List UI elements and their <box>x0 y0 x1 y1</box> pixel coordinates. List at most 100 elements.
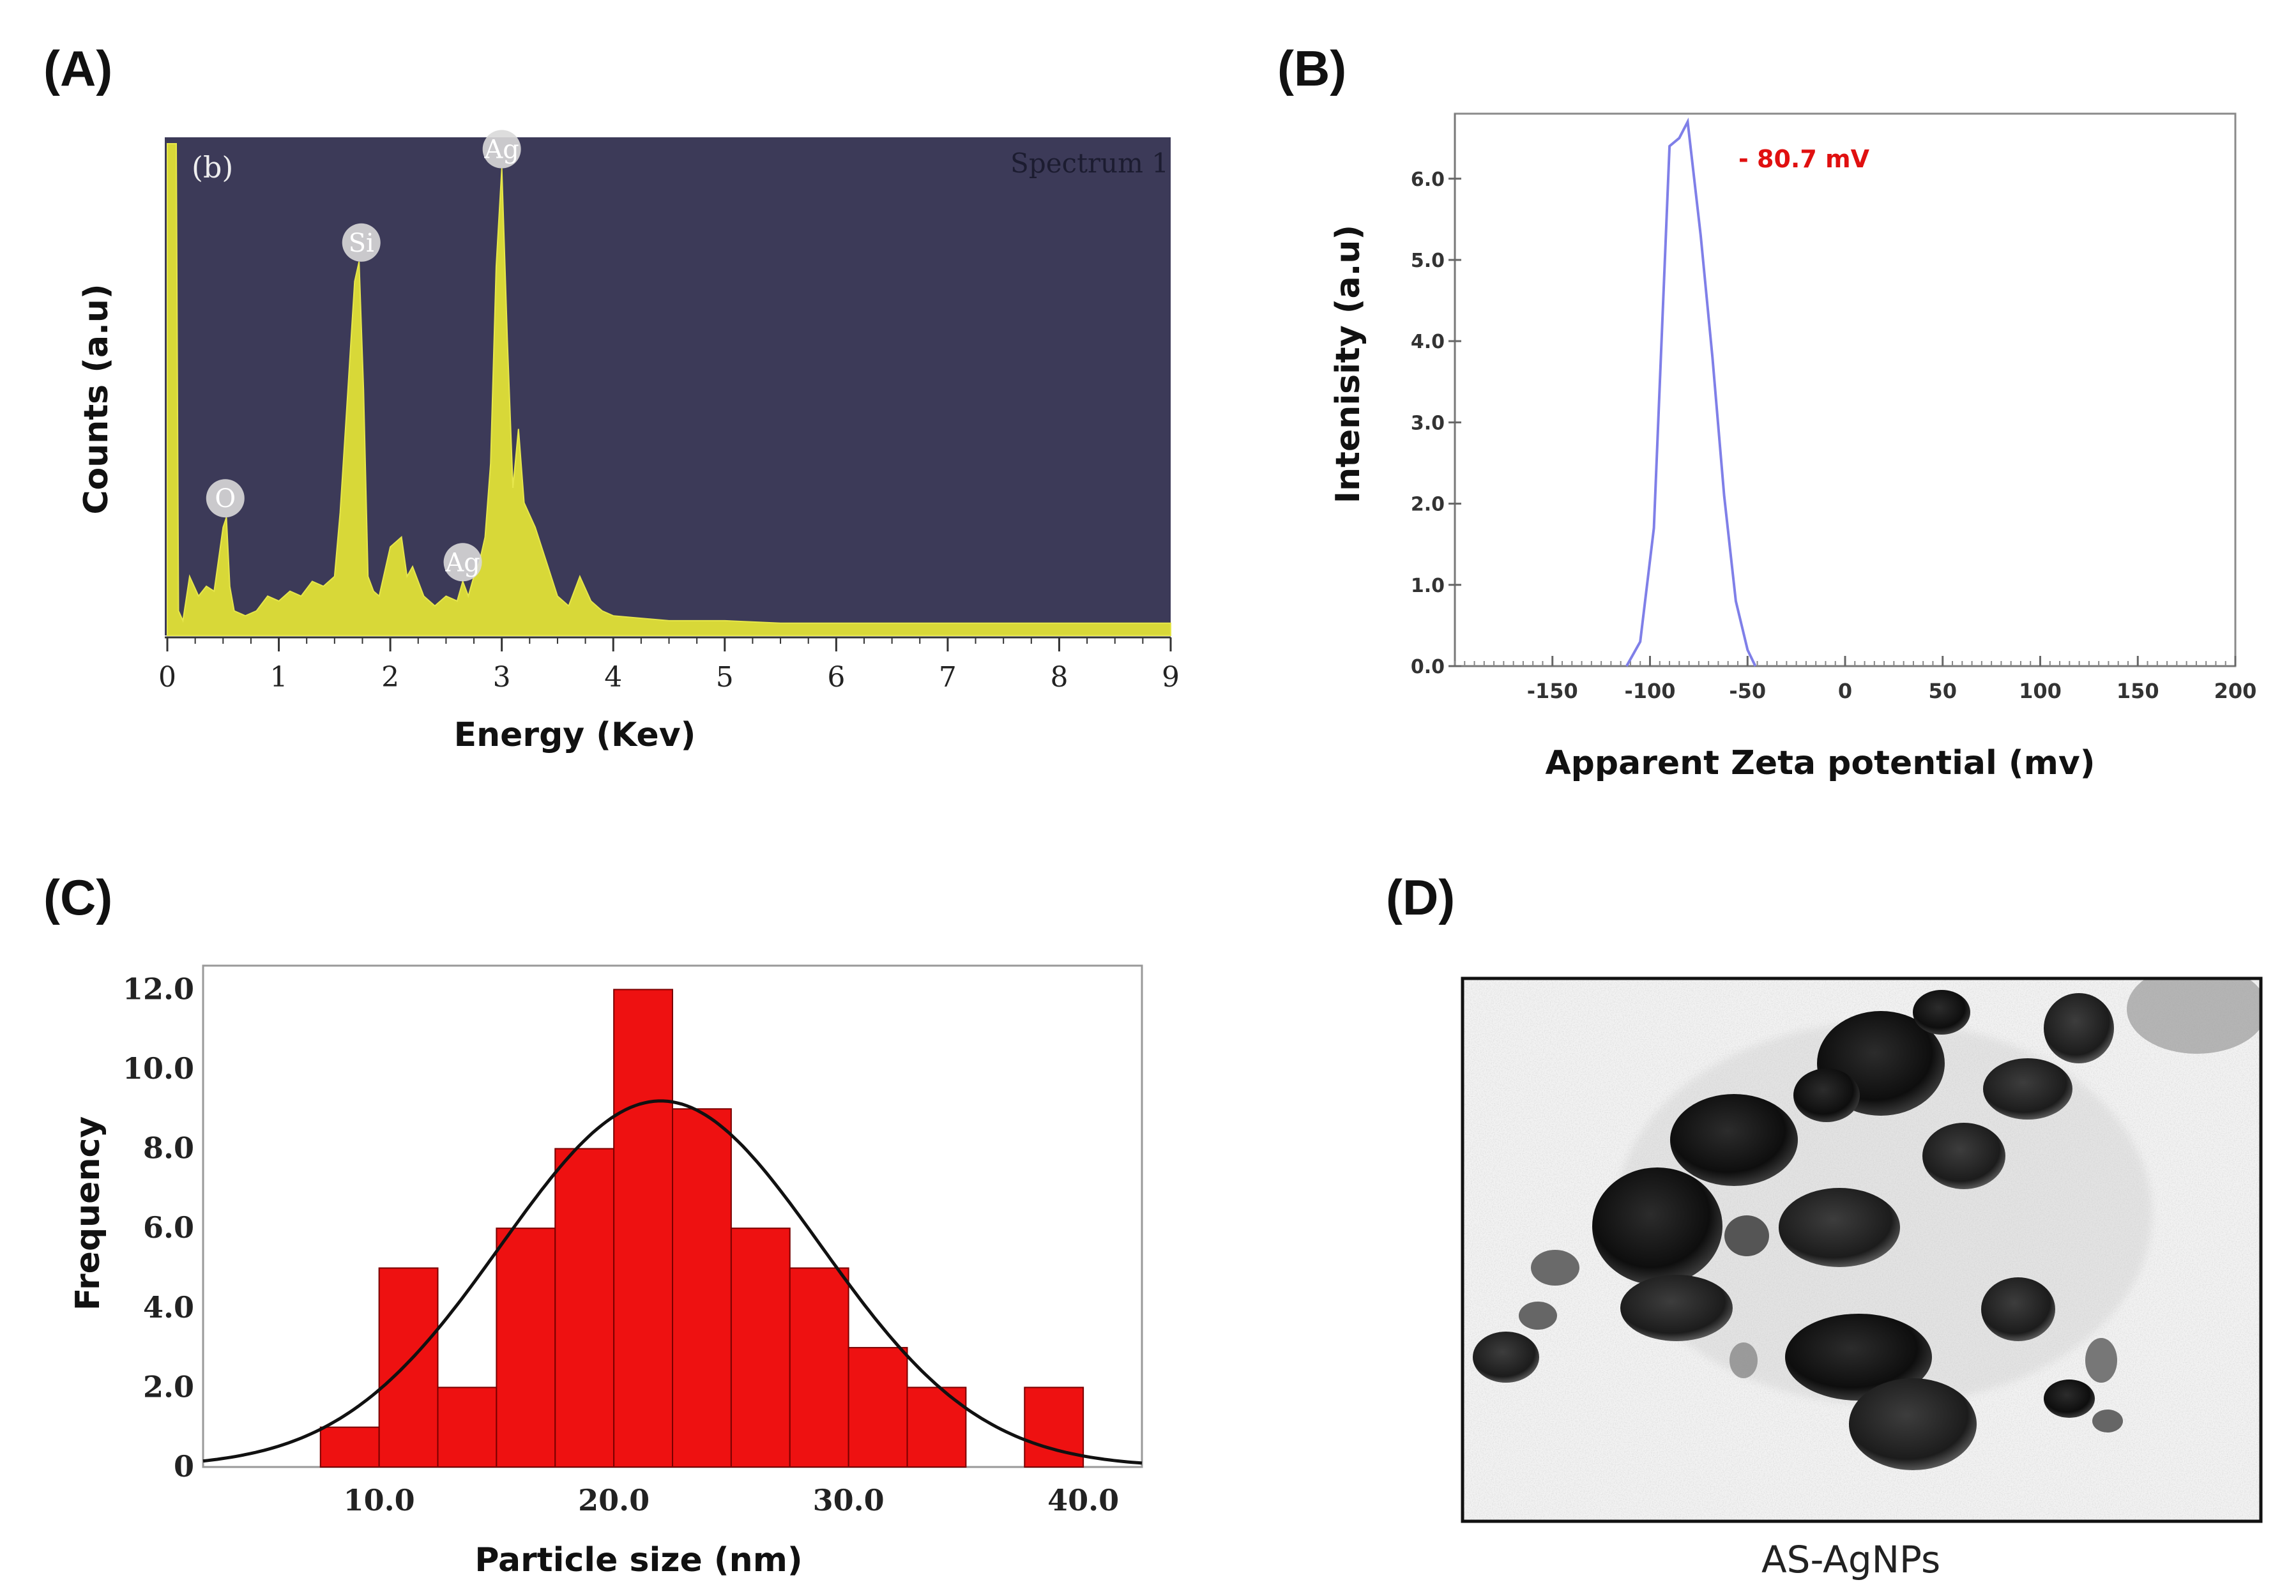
histogram-bar <box>613 989 673 1468</box>
x-tick-label: 10.0 <box>344 1483 415 1517</box>
nanoparticle <box>1983 1058 2072 1120</box>
x-tick-label: 3 <box>493 661 511 694</box>
x-tick-label: 0 <box>158 661 176 694</box>
histogram-bar <box>906 1387 967 1468</box>
nanoparticle <box>1724 1215 1769 1256</box>
tem-caption: AS-AgNPs <box>1761 1538 1941 1581</box>
eds-spectrum-area <box>167 143 1171 636</box>
y-tick-label: 0 <box>174 1449 194 1484</box>
panel-c: 10.0 20.0 30.0 40.0 0 2.0 4.0 6.0 8.0 10.0 12.0 P… <box>69 964 1143 1579</box>
normal-fit-curve <box>202 1099 1143 1465</box>
zeta-peak-annotation: - 80.7 mV <box>1738 145 1870 173</box>
nanoparticle <box>2044 993 2114 1063</box>
nanoparticle <box>1922 1123 2005 1189</box>
nanoparticle <box>1793 1068 1860 1122</box>
nanoparticle <box>1620 1275 1733 1341</box>
eds-inner-tag: (b) <box>192 150 233 185</box>
x-tick-label: 20.0 <box>578 1483 650 1517</box>
panel-d <box>1461 977 2263 1523</box>
y-tick-label: 12.0 <box>123 971 194 1006</box>
nanoparticle <box>1779 1188 1900 1267</box>
x-tick-label: 100 <box>2019 679 2062 703</box>
y-tick-label: 4.0 <box>1411 331 1445 353</box>
tem-image-border <box>1461 977 2263 1523</box>
peak-label: Ag <box>483 135 519 165</box>
histogram-bar <box>378 1267 439 1468</box>
x-tick-label: 4 <box>604 661 622 694</box>
nanoparticle <box>2092 1410 2123 1433</box>
y-tick-label: 3.0 <box>1411 412 1445 434</box>
eds-spectrum-label: Spectrum 1 <box>1010 148 1169 179</box>
peak-label-marker <box>206 479 245 518</box>
x-tick-label: -50 <box>1729 679 1766 703</box>
zeta-y-axis-label: Intenisity (a.u) <box>1329 225 1367 503</box>
tem-image <box>1463 978 2261 1521</box>
nanoparticle <box>1670 1094 1798 1186</box>
y-tick-label: 1.0 <box>1411 575 1445 597</box>
x-tick-label: -100 <box>1624 679 1675 703</box>
x-tick-label: 50 <box>1928 679 1957 703</box>
nanoparticle <box>2044 1379 2095 1418</box>
nanoparticle <box>2085 1338 2117 1383</box>
peak-label: O <box>215 484 236 513</box>
x-tick-label: 2 <box>381 661 399 694</box>
x-tick-label: 5 <box>716 661 734 694</box>
y-tick-label: 5.0 <box>1411 250 1445 272</box>
y-tick-label: 6.0 <box>1411 169 1445 191</box>
eds-plot-area <box>165 137 1171 635</box>
peak-label-marker <box>443 543 482 582</box>
panel-a: O Si Ag Ag (b) Spectrum 1 0 1 2 3 4 5 6 7 8 9 Energy… <box>77 130 1180 754</box>
y-tick-label: 2.0 <box>1411 494 1445 516</box>
panel-a-letter: (A) <box>43 40 113 96</box>
y-tick-label: 4.0 <box>143 1290 194 1325</box>
zeta-distribution-line <box>1625 117 1757 667</box>
x-tick-label: 30.0 <box>813 1483 885 1517</box>
x-tick-label: 1 <box>270 661 288 694</box>
histogram-bar <box>789 1267 849 1468</box>
eds-x-axis-label: Energy (Kev) <box>454 716 696 754</box>
y-tick-label: 2.0 <box>143 1369 194 1404</box>
nanoparticle <box>1531 1250 1579 1286</box>
nanoparticle <box>1849 1378 1977 1470</box>
y-tick-label: 8.0 <box>143 1131 194 1166</box>
x-tick-label: 8 <box>1050 661 1068 694</box>
x-tick-label: 9 <box>1162 661 1180 694</box>
peak-label-marker <box>342 223 381 262</box>
nanoparticle <box>1785 1314 1932 1401</box>
nanoparticle <box>1592 1167 1722 1285</box>
histogram-bar <box>437 1387 498 1468</box>
peak-label-marker <box>482 130 521 169</box>
panel-d-letter: (D) <box>1386 869 1456 925</box>
histogram-y-axis-label: Frequency <box>69 1116 107 1311</box>
histogram-bar <box>554 1148 615 1468</box>
panel-b: -150 -100 -50 0 50 100 150 200 0.0 1.0 2.0 3.0 4.0 5… <box>1329 112 2257 782</box>
x-tick-label: 150 <box>2117 679 2159 703</box>
nanoparticle <box>1730 1342 1758 1378</box>
histogram-bar <box>496 1227 556 1468</box>
peak-label: Si <box>349 229 374 258</box>
panel-c-letter: (C) <box>43 869 113 925</box>
x-tick-label: -150 <box>1527 679 1578 703</box>
zeta-plot-area <box>1454 112 2237 667</box>
x-tick-label: 7 <box>939 661 957 694</box>
x-tick-label: 200 <box>2214 679 2257 703</box>
zeta-x-axis-label: Apparent Zeta potential (mv) <box>1545 744 2095 782</box>
histogram-bar <box>848 1347 908 1468</box>
eds-y-axis-label: Counts (a.u) <box>77 284 116 514</box>
histogram-bar <box>730 1227 791 1468</box>
nanoparticle <box>1913 990 1970 1035</box>
y-tick-label: 0.0 <box>1411 656 1445 678</box>
y-tick-label: 6.0 <box>143 1210 194 1245</box>
x-tick-label: 6 <box>827 661 845 694</box>
x-tick-label: 0 <box>1838 679 1852 703</box>
panel-b-letter: (B) <box>1277 40 1347 96</box>
histogram-bar <box>672 1108 732 1468</box>
nanoparticle <box>1981 1277 2055 1341</box>
x-tick-label: 40.0 <box>1047 1483 1119 1517</box>
nanoparticle <box>1473 1332 1539 1383</box>
y-tick-label: 10.0 <box>123 1051 194 1086</box>
histogram-bar <box>319 1426 380 1468</box>
histogram-x-axis-label: Particle size (nm) <box>475 1541 802 1579</box>
peak-label: Ag <box>445 548 480 577</box>
